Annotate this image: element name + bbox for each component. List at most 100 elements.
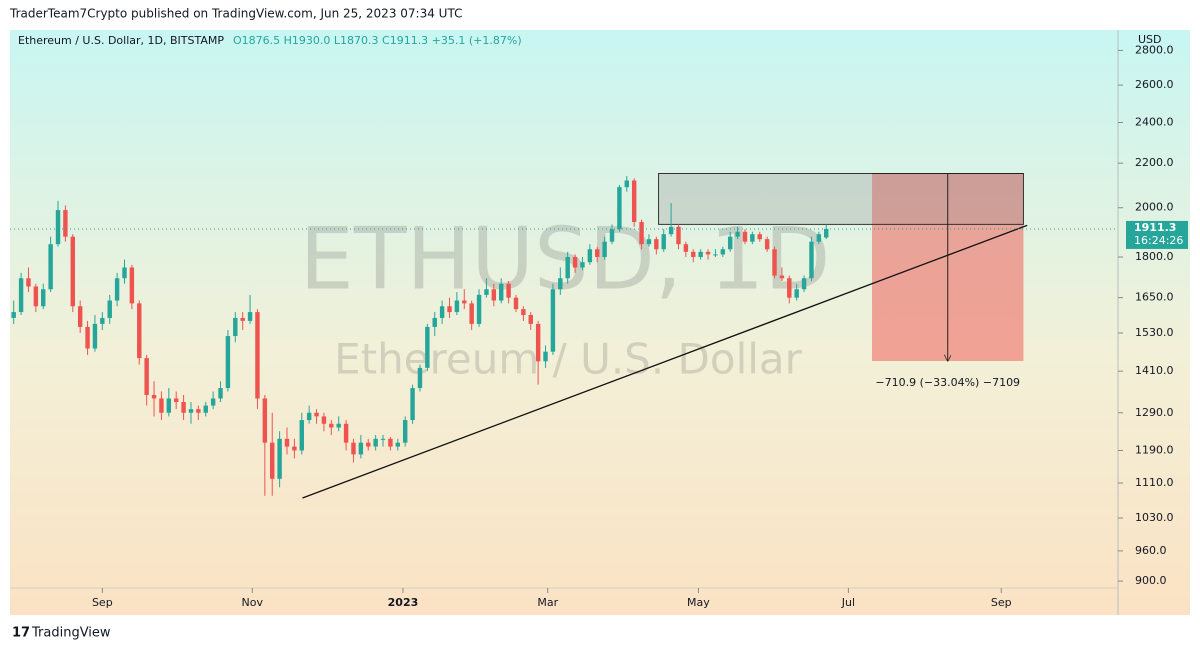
candle-body (284, 438, 290, 447)
candle-body (683, 244, 689, 252)
candle-body (33, 286, 39, 307)
candle-body (750, 234, 755, 242)
y-tick-label: 1650.0 (1135, 291, 1174, 304)
candle-body (122, 267, 127, 279)
candle-body (491, 289, 497, 301)
candle-body (218, 388, 223, 399)
x-tick-label: Sep (991, 596, 1012, 609)
candle-body (794, 289, 799, 298)
y-tick-label: 960.0 (1135, 544, 1167, 557)
candle-body (299, 420, 304, 451)
x-tick-label: Jul (841, 596, 855, 609)
candle-body (210, 398, 216, 406)
candle-body (358, 442, 364, 455)
x-tick-label: May (687, 596, 710, 609)
measure-label: −710.9 (−33.04%) −7109 (875, 376, 1020, 389)
x-tick-label: Mar (537, 596, 558, 609)
candle-body (41, 289, 46, 307)
plot: 900.0 960.0 1030.0 1110.0 1190.0 1290.0 1410.0… (10, 43, 1188, 609)
symbol: Ethereum / U.S. Dollar, 1D, BITSTAMP (18, 34, 224, 47)
y-tick-label: 2800.0 (1135, 43, 1174, 56)
candle-body (18, 278, 24, 313)
candle-body (587, 249, 593, 263)
candle-body (247, 312, 253, 321)
candle-body (85, 326, 90, 349)
candle-body (388, 438, 393, 447)
candle-body (432, 317, 437, 327)
last-price-box (1126, 220, 1188, 249)
candle-body (543, 351, 548, 362)
publisher: TraderTeam7Crypto published on TradingVi… (9, 7, 462, 21)
candle-body (521, 309, 526, 315)
candle-body (144, 358, 149, 395)
candle-body (159, 398, 164, 413)
y-tick-label: 2200.0 (1135, 156, 1174, 169)
candle-body (48, 244, 53, 290)
candle-body (565, 256, 570, 279)
candle-body (314, 412, 319, 417)
candle-body (624, 180, 630, 188)
candle-body (698, 251, 703, 257)
candle-body (595, 249, 600, 257)
candle-body (528, 314, 533, 324)
candle-body (233, 317, 238, 337)
candle-body (801, 278, 807, 290)
y-tick-label: 1410.0 (1135, 364, 1174, 377)
candle-body (417, 367, 423, 389)
candle-body (270, 442, 275, 479)
candle-body (380, 438, 386, 440)
candle-body (262, 398, 268, 443)
candle-body (203, 405, 208, 413)
candle-body (366, 442, 371, 447)
candle-body (809, 241, 814, 279)
candle-body (550, 289, 556, 352)
candle-body (535, 323, 541, 362)
watermark: ETHUSD, 1D (300, 209, 831, 309)
candle-body (720, 249, 726, 255)
candle-body (469, 303, 474, 324)
candle-body (609, 229, 615, 242)
candle-body (137, 303, 142, 359)
candle-body (757, 234, 762, 240)
candle-body (617, 187, 622, 230)
candle-body (26, 278, 31, 287)
candle-body (410, 388, 415, 421)
candle-body (225, 336, 231, 389)
candle-body (602, 241, 607, 257)
candle-body (114, 278, 120, 301)
candle-body (129, 267, 135, 304)
candle-body (705, 251, 711, 255)
candle-body (824, 228, 829, 238)
y-tick-label: 2600.0 (1135, 78, 1174, 91)
candle-body (558, 278, 563, 290)
candle-body (631, 180, 637, 222)
range-box (658, 173, 1024, 225)
candle-body (779, 275, 785, 279)
watermark-sub: Ethereum / U.S. Dollar (334, 335, 803, 384)
candle-body (676, 226, 681, 245)
currency: USD (1138, 33, 1162, 46)
candle-body (742, 231, 748, 242)
candle-body (580, 262, 585, 268)
countdown: 16:24:26 (1134, 234, 1183, 247)
candle-body (70, 236, 76, 307)
candle-body (151, 394, 157, 399)
candle-body (713, 254, 718, 256)
candle-body (506, 283, 511, 298)
candle-body (373, 438, 378, 447)
candle-body (727, 236, 733, 250)
candle-body (306, 412, 312, 421)
y-tick-label: 1800.0 (1135, 250, 1174, 263)
candle-body (572, 256, 578, 268)
candle-body (100, 317, 105, 324)
candle-body (439, 306, 445, 318)
candle-body (402, 420, 408, 443)
candle-body (63, 210, 68, 237)
candle-body (173, 398, 179, 403)
y-tick-label: 1190.0 (1135, 443, 1174, 456)
y-tick-label: 1030.0 (1135, 511, 1174, 524)
candle-body (188, 409, 194, 413)
candle-body (255, 312, 260, 399)
candle-body (336, 423, 341, 428)
trendline (302, 224, 1028, 499)
